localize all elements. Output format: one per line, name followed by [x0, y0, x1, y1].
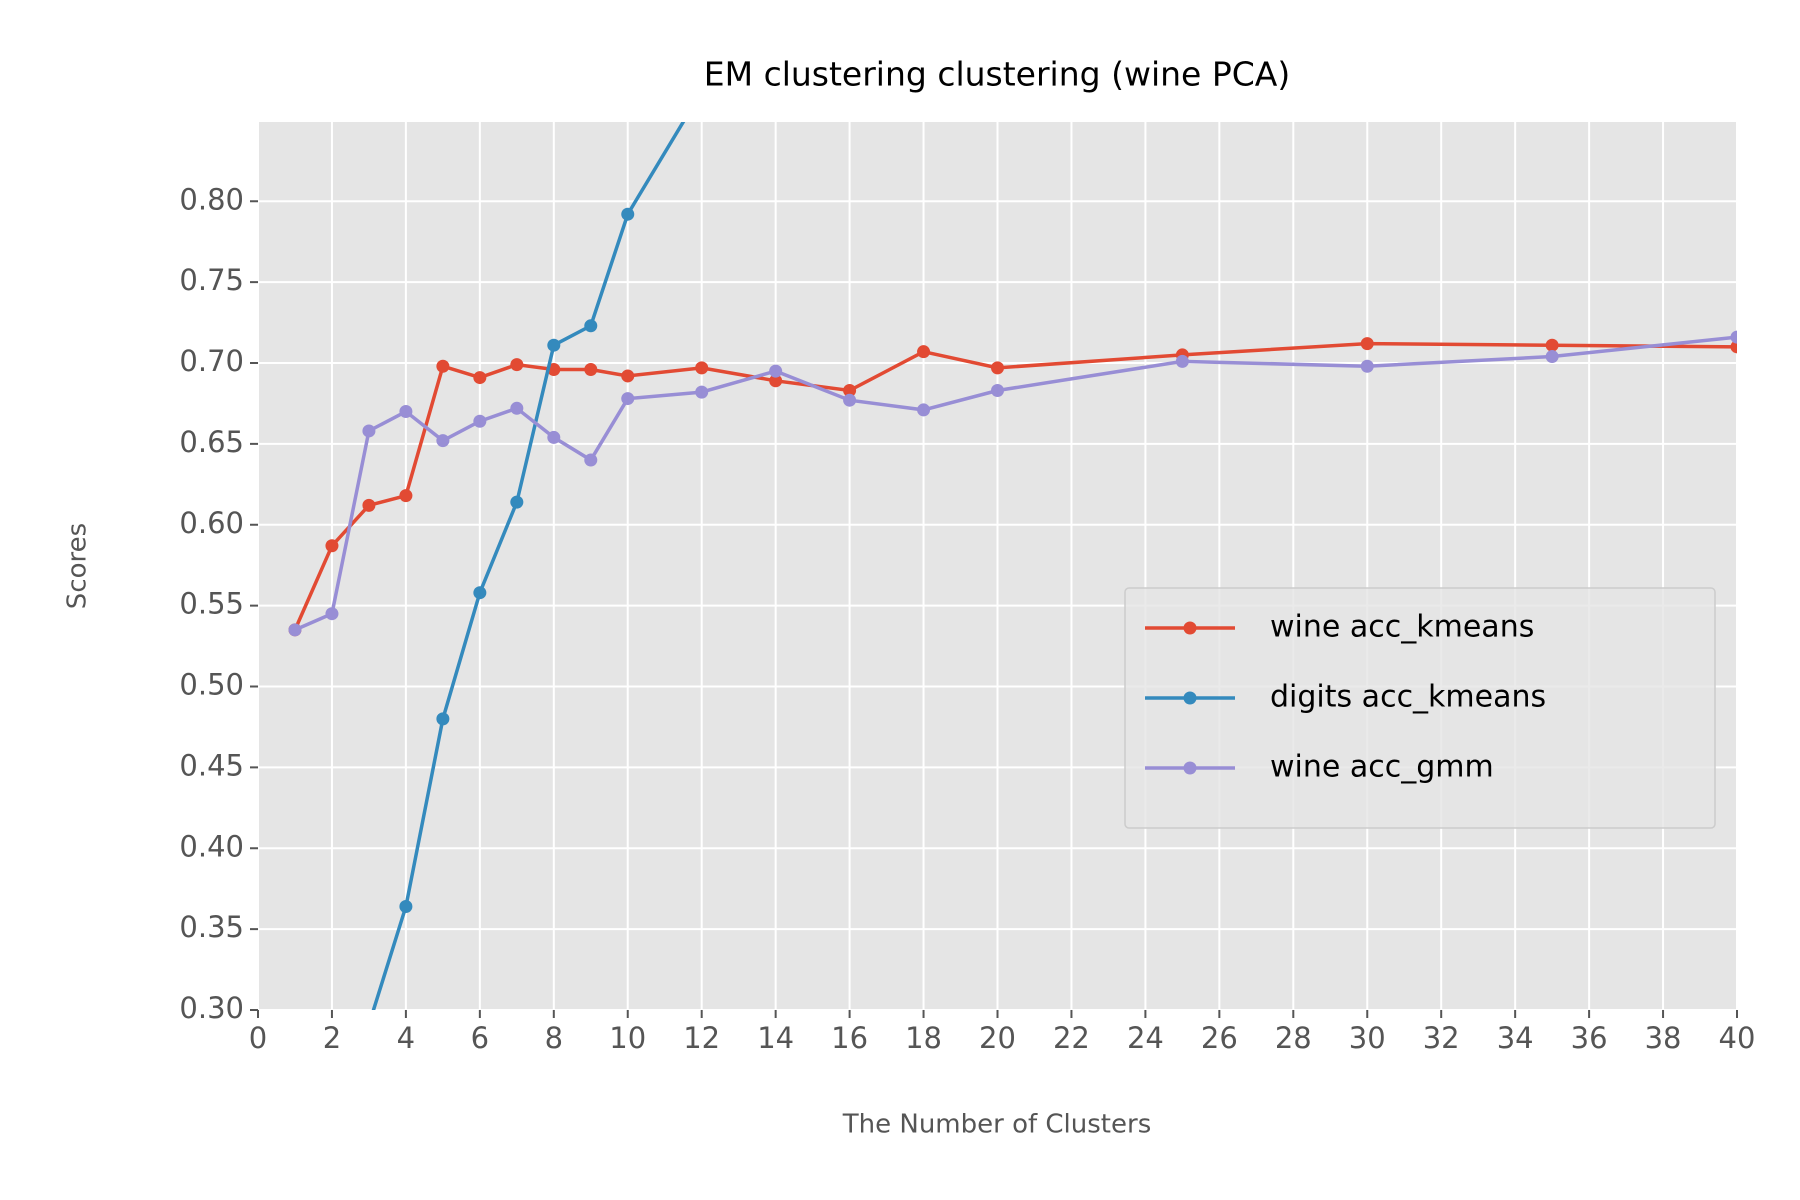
data-point	[1175, 354, 1189, 368]
data-point	[288, 623, 302, 637]
data-point	[991, 361, 1004, 375]
data-point	[991, 384, 1004, 398]
data-point	[621, 369, 635, 383]
x-tick-label: 20	[979, 1021, 1016, 1055]
data-point	[399, 405, 413, 419]
x-tick-label: 36	[1571, 1021, 1608, 1055]
data-point	[399, 489, 413, 503]
x-tick-label: 38	[1645, 1021, 1682, 1055]
x-tick-label: 6	[471, 1021, 489, 1055]
data-point	[917, 403, 931, 417]
y-tick-label: 0.35	[179, 910, 244, 944]
data-point	[1360, 359, 1374, 373]
y-tick-label: 0.30	[179, 991, 244, 1025]
x-tick-label: 16	[831, 1021, 868, 1055]
x-tick-label: 8	[545, 1021, 563, 1055]
x-tick-label: 12	[683, 1021, 720, 1055]
data-point	[769, 374, 783, 388]
data-point	[399, 899, 413, 913]
data-point	[695, 361, 709, 375]
data-point	[510, 358, 524, 372]
data-point	[1730, 340, 1737, 354]
data-point	[325, 539, 339, 553]
data-point	[473, 371, 487, 385]
data-point	[436, 359, 450, 373]
y-axis-label: Scores	[63, 523, 93, 609]
data-point	[621, 207, 635, 221]
data-point	[473, 414, 487, 428]
x-tick-label: 2	[323, 1021, 341, 1055]
data-point	[362, 424, 376, 438]
x-tick-label: 34	[1497, 1021, 1534, 1055]
data-point	[1360, 337, 1374, 351]
y-tick-label: 0.45	[179, 748, 244, 782]
chart-title: EM clustering clustering (wine PCA)	[704, 55, 1290, 94]
legend-label: digits acc_kmeans	[1270, 680, 1546, 715]
x-tick-label: 18	[905, 1021, 942, 1055]
data-point	[1730, 330, 1737, 344]
data-point	[1545, 350, 1559, 364]
data-point	[510, 401, 524, 415]
data-point	[769, 33, 782, 46]
y-tick-label: 0.70	[179, 344, 244, 378]
legend-marker	[1183, 761, 1197, 775]
x-tick-label: 40	[1719, 1021, 1756, 1055]
data-point	[843, 393, 857, 407]
data-point	[917, 345, 931, 359]
data-point	[473, 586, 487, 600]
y-tick-label: 0.55	[179, 587, 244, 621]
data-point	[843, 384, 857, 398]
data-point	[547, 430, 561, 444]
data-point	[769, 364, 783, 378]
legend-box	[1124, 587, 1716, 829]
y-tick-label: 0.65	[179, 425, 244, 459]
data-point	[584, 362, 598, 376]
data-point	[621, 392, 635, 406]
data-point	[436, 434, 450, 448]
x-tick-label: 14	[757, 1021, 794, 1055]
data-point	[436, 712, 450, 726]
y-tick-label: 0.50	[179, 668, 244, 702]
data-point	[510, 495, 524, 509]
x-tick-label: 0	[249, 1021, 267, 1055]
data-point	[362, 1018, 375, 1031]
data-point	[695, 385, 709, 399]
legend-label: wine acc_kmeans	[1270, 610, 1534, 645]
data-point	[325, 1117, 338, 1130]
y-tick-label: 0.75	[179, 263, 244, 297]
legend-marker	[1183, 621, 1197, 635]
legend-label: wine acc_gmm	[1270, 750, 1494, 785]
y-tick-label: 0.80	[179, 182, 244, 216]
x-tick-label: 26	[1201, 1021, 1238, 1055]
x-tick-label: 22	[1053, 1021, 1090, 1055]
data-point	[843, 1, 856, 14]
x-axis-label: The Number of Clusters	[842, 1110, 1151, 1140]
x-tick-label: 24	[1127, 1021, 1164, 1055]
legend-marker	[1183, 691, 1197, 705]
y-tick-label: 0.40	[179, 829, 244, 863]
data-point	[1545, 338, 1559, 352]
x-tick-label: 28	[1275, 1021, 1312, 1055]
x-tick-label: 30	[1349, 1021, 1386, 1055]
x-tick-label: 10	[609, 1021, 646, 1055]
x-tick-label: 32	[1423, 1021, 1460, 1055]
y-tick-label: 0.60	[179, 506, 244, 540]
data-point	[362, 498, 376, 512]
x-tick-label: 4	[397, 1021, 415, 1055]
data-point	[325, 607, 339, 621]
data-point	[547, 338, 561, 352]
data-point	[584, 319, 598, 333]
data-point	[584, 453, 598, 467]
